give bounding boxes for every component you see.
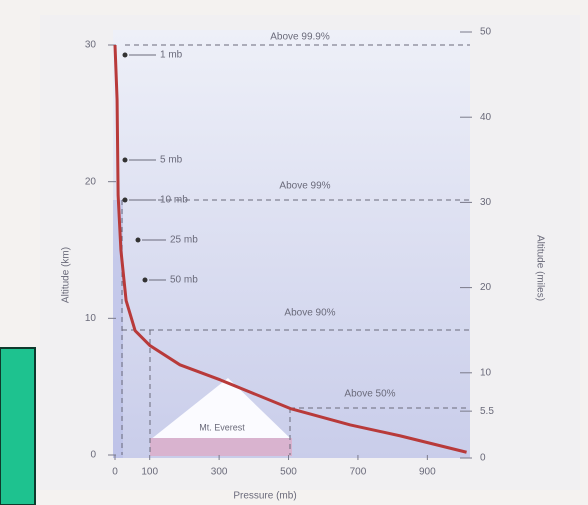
y-tick-label: 0: [90, 450, 96, 461]
shade: [113, 200, 123, 458]
y-tick-label: 20: [85, 176, 97, 187]
pressure-label: 50 mb: [170, 275, 198, 286]
y2-tick-label: 10: [480, 367, 492, 378]
pressure-dot: [122, 157, 128, 163]
level-label: Above 90%: [284, 308, 335, 319]
x-tick-label: 100: [141, 467, 158, 478]
pressure-dot: [122, 197, 128, 203]
pressure-label: 25 mb: [170, 235, 198, 246]
pressure-dot: [135, 237, 141, 243]
y-axis-label: Altitude (km): [61, 247, 72, 303]
x-tick-label: 700: [350, 467, 367, 478]
pressure-dot: [142, 277, 148, 283]
pressure-dot: [122, 52, 128, 58]
y2-tick-label: 20: [480, 282, 492, 293]
x-tick-label: 900: [419, 467, 436, 478]
mountain: [150, 378, 292, 440]
ground: [150, 438, 292, 456]
level-label: Above 99%: [279, 181, 330, 192]
y2-tick-label: 0: [480, 453, 486, 464]
x-tick-label: 0: [112, 467, 118, 478]
x-axis-label: Pressure (mb): [233, 491, 296, 502]
y2-tick-label: 30: [480, 197, 492, 208]
y-tick-label: 30: [85, 40, 97, 51]
y2-tick-label: 50: [480, 27, 492, 38]
pressure-label: 1 mb: [160, 50, 183, 61]
pressure-label: 10 mb: [160, 195, 188, 206]
green-box: [0, 347, 36, 505]
curve: [113, 44, 467, 454]
y2-axis-label: Altitude (miles): [534, 235, 545, 301]
x-tick-label: 500: [280, 467, 297, 478]
y2-tick-label: 5.5: [480, 406, 494, 417]
level-label: Above 99.9%: [270, 32, 330, 43]
y-tick-label: 10: [85, 313, 97, 324]
mountain-label: Mt. Everest: [199, 422, 245, 432]
level-label: Above 50%: [344, 389, 395, 400]
plot-area: [113, 30, 470, 458]
y2-tick-label: 40: [480, 112, 492, 123]
pressure-label: 5 mb: [160, 155, 183, 166]
x-tick-label: 300: [211, 467, 228, 478]
